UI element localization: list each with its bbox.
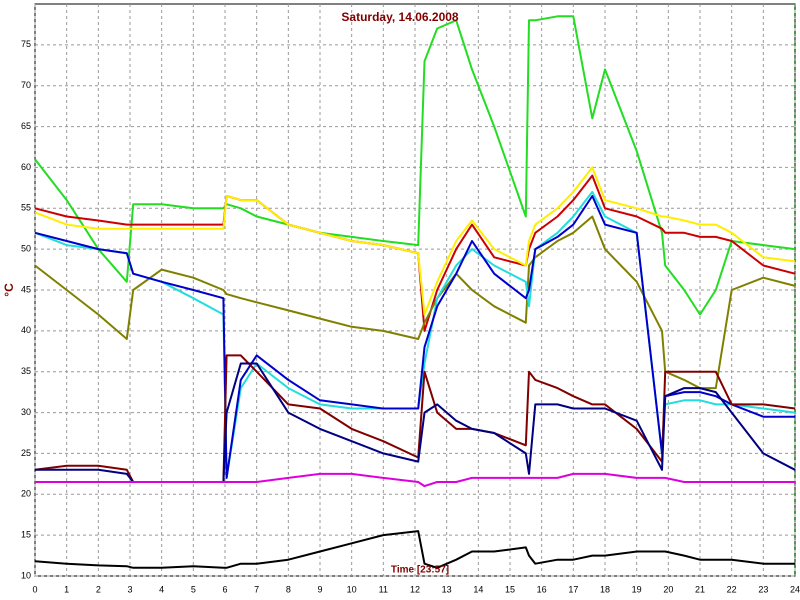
chart-title: Saturday, 14.06.2008 (341, 10, 459, 24)
x-tick-label: 12 (410, 584, 420, 594)
y-tick-label: 45 (21, 284, 31, 294)
x-tick-label: 4 (159, 584, 164, 594)
y-tick-label: 70 (21, 80, 31, 90)
x-tick-label: 2 (96, 584, 101, 594)
x-tick-label: 9 (317, 584, 322, 594)
y-tick-label: 65 (21, 121, 31, 131)
x-tick-label: 24 (790, 584, 800, 594)
y-tick-label: 55 (21, 203, 31, 213)
x-tick-label: 3 (127, 584, 132, 594)
x-tick-label: 23 (758, 584, 768, 594)
y-tick-label: 75 (21, 39, 31, 49)
y-tick-label: 50 (21, 244, 31, 254)
y-tick-label: 25 (21, 448, 31, 458)
x-tick-label: 17 (568, 584, 578, 594)
series-line (35, 472, 795, 488)
x-tick-label: 11 (379, 584, 388, 594)
y-axis-label: °C (2, 283, 16, 297)
x-tick-label: 6 (222, 584, 227, 594)
x-tick-label: 8 (286, 584, 291, 594)
x-tick-label: 0 (32, 584, 37, 594)
x-tick-label: 21 (695, 584, 705, 594)
x-tick-label: 19 (632, 584, 642, 594)
y-tick-label: 40 (21, 325, 31, 335)
series-line (34, 15, 796, 316)
x-tick-label: 1 (64, 584, 69, 594)
x-tick-label: 16 (537, 584, 547, 594)
x-tick-label: 14 (473, 584, 483, 594)
x-tick-label: 10 (347, 584, 357, 594)
series-line (34, 530, 795, 569)
y-tick-label: 35 (21, 366, 31, 376)
series-line (34, 166, 796, 316)
y-tick-label: 10 (21, 570, 31, 580)
y-tick-label: 15 (21, 530, 31, 540)
y-tick-label: 60 (21, 162, 31, 172)
x-tick-label: 20 (663, 584, 673, 594)
x-tick-label: 15 (505, 584, 515, 594)
x-tick-label: 5 (191, 584, 196, 594)
x-tick-label: 22 (727, 584, 737, 594)
x-tick-label: 18 (600, 584, 610, 594)
y-tick-label: 20 (21, 489, 31, 499)
x-axis-label: Time [23:57] (391, 565, 449, 576)
x-tick-label: 13 (442, 584, 452, 594)
series-line (34, 174, 796, 332)
x-tick-label: 7 (254, 584, 259, 594)
y-tick-label: 30 (21, 407, 31, 417)
